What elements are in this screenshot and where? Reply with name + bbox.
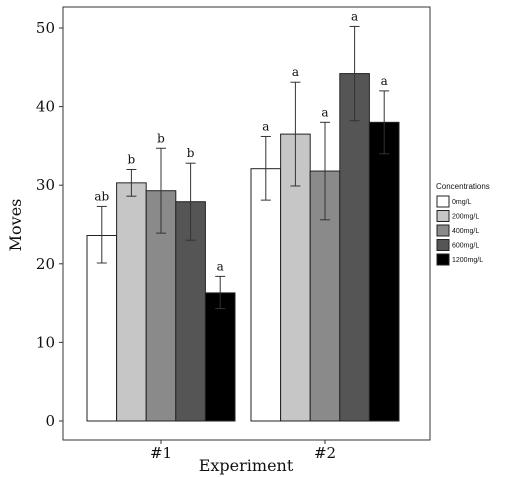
bar — [339, 73, 370, 422]
y-tick-label: 50 — [36, 19, 55, 37]
y-tick-label: 30 — [36, 176, 55, 194]
significance-label: ab — [94, 189, 109, 203]
legend-swatch — [436, 239, 450, 251]
x-axis: #1 #2 — [150, 440, 336, 462]
significance-label: a — [217, 259, 224, 273]
bar — [250, 168, 282, 422]
y-axis: 0 10 20 30 40 50 — [36, 19, 63, 430]
legend: Concentrations 0mg/L 200mg/L 400mg/L 600mg/… — [436, 182, 490, 266]
bar — [86, 235, 118, 422]
bar — [116, 182, 147, 422]
legend-swatch — [436, 224, 450, 237]
y-tick-label: 0 — [45, 412, 55, 430]
significance-label: b — [128, 152, 136, 166]
x-axis-title: Experiment — [199, 456, 294, 475]
legend-label: 600mg/L — [452, 243, 479, 250]
bar — [368, 121, 400, 422]
legend-swatch — [436, 210, 450, 222]
y-tick-label: 10 — [36, 333, 55, 351]
x-tick-label: #1 — [150, 444, 172, 462]
y-tick-label: 40 — [36, 98, 55, 116]
significance-label: a — [381, 74, 388, 88]
legend-swatch — [436, 195, 450, 208]
legend-label: 200mg/L — [452, 214, 479, 221]
significance-label: a — [292, 65, 299, 79]
significance-label: a — [321, 105, 328, 119]
legend-label: 0mg/L — [452, 199, 472, 206]
significance-label: a — [262, 119, 269, 133]
significance-label: b — [187, 146, 195, 160]
error-bars-layer — [96, 25, 390, 310]
legend-swatch — [436, 253, 450, 266]
significance-label: a — [351, 9, 358, 23]
bar — [280, 133, 311, 422]
significance-label: b — [157, 131, 165, 145]
bar — [204, 292, 236, 422]
legend-label: 1200mg/L — [452, 257, 483, 264]
y-tick-label: 20 — [36, 255, 55, 273]
x-tick-label: #2 — [314, 444, 336, 462]
y-axis-title: Moves — [6, 199, 25, 252]
legend-label: 400mg/L — [452, 228, 479, 235]
legend-title: Concentrations — [436, 182, 490, 191]
